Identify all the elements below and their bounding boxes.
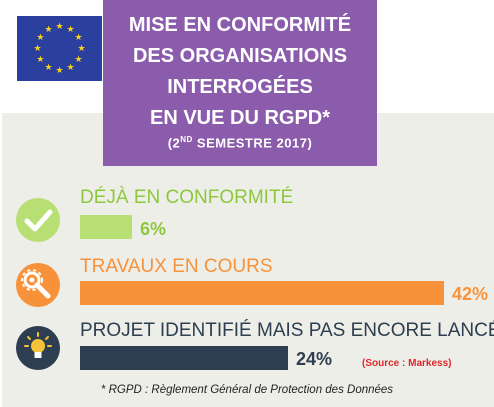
flag-star: ★	[44, 62, 53, 73]
wrench-gear-icon	[16, 263, 60, 307]
bar-travaux-en-cours	[80, 281, 444, 305]
flag-star: ★	[33, 43, 42, 53]
category-label-0: DÉJÀ EN CONFORMITÉ	[80, 187, 294, 208]
flag-star: ★	[77, 43, 86, 53]
flag-star: ★	[36, 54, 45, 64]
flag-star: ★	[44, 23, 53, 34]
title-subtitle: (2ND SEMESTRE 2017)	[167, 135, 313, 151]
flag-star: ★	[55, 65, 64, 75]
checkmark-icon	[16, 198, 60, 242]
title-box: MISE EN CONFORMITÉ DES ORGANISATIONS INT…	[103, 0, 377, 166]
value-label-0: 6%	[140, 219, 167, 239]
flag-star: ★	[36, 32, 45, 42]
value-label-1: 42%	[452, 284, 489, 304]
category-label-1: TRAVAUX EN COURS	[80, 256, 273, 277]
title-line-1: MISE EN CONFORMITÉ	[128, 14, 352, 36]
flag-star: ★	[55, 21, 64, 31]
title-line-4: EN VUE DU RGPD*	[149, 107, 331, 129]
category-label-2: PROJET IDENTIFIÉ MAIS PAS ENCORE LANCÉ	[80, 320, 494, 341]
title-line-3: INTERROGÉES	[167, 76, 313, 98]
bar-deja-en-conformite	[80, 215, 132, 239]
footnote: * RGPD : Règlement Général de Protection…	[100, 384, 394, 396]
bar-projet-identifie	[80, 346, 288, 370]
lightbulb-icon	[16, 326, 60, 370]
flag-star: ★	[66, 23, 75, 34]
eu-flag-icon: ★ ★ ★ ★ ★ ★ ★ ★ ★ ★ ★ ★	[17, 16, 102, 81]
flag-star: ★	[74, 32, 83, 42]
title-line-2: DES ORGANISATIONS	[132, 45, 348, 67]
source-note: (Source : Markess)	[362, 358, 452, 369]
value-label-2: 24%	[296, 349, 333, 369]
flag-star: ★	[66, 62, 75, 73]
flag-star: ★	[74, 54, 83, 64]
